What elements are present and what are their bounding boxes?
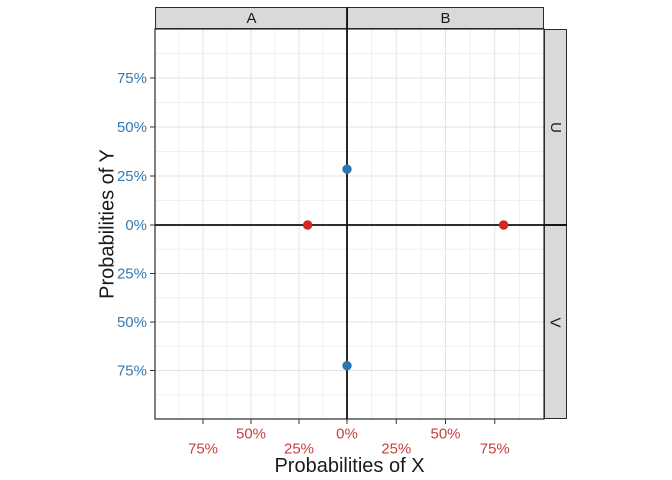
facet-strip-a-label: A: [246, 9, 257, 27]
x-tick-label: 25%: [381, 441, 411, 458]
y-tick-label: 75%: [117, 363, 147, 380]
y-tick-label: 25%: [117, 168, 147, 185]
data-point-y-probabilities: [342, 360, 352, 371]
x-axis-title: Probabilities of X: [274, 455, 425, 477]
y-tick-label: 50%: [117, 314, 147, 331]
y-tick-label: 25%: [117, 266, 147, 283]
data-point-y-probabilities: [342, 164, 352, 174]
x-tick-label: 0%: [336, 426, 358, 443]
x-tick-label: 50%: [236, 426, 266, 443]
data-point-x-probabilities: [302, 220, 313, 230]
facet-strip-b-label: B: [440, 9, 451, 27]
panel-border: [154, 28, 545, 420]
y-tick-label: 75%: [117, 70, 147, 87]
y-tick-label: 50%: [117, 119, 147, 136]
x-tick-label: 50%: [430, 426, 460, 443]
x-tick-label: 25%: [284, 441, 314, 458]
x-tick-label: 75%: [480, 441, 510, 458]
x-tick-label: 75%: [188, 441, 218, 458]
y-tick-label: 0%: [125, 217, 147, 234]
data-point-x-probabilities: [498, 220, 509, 230]
